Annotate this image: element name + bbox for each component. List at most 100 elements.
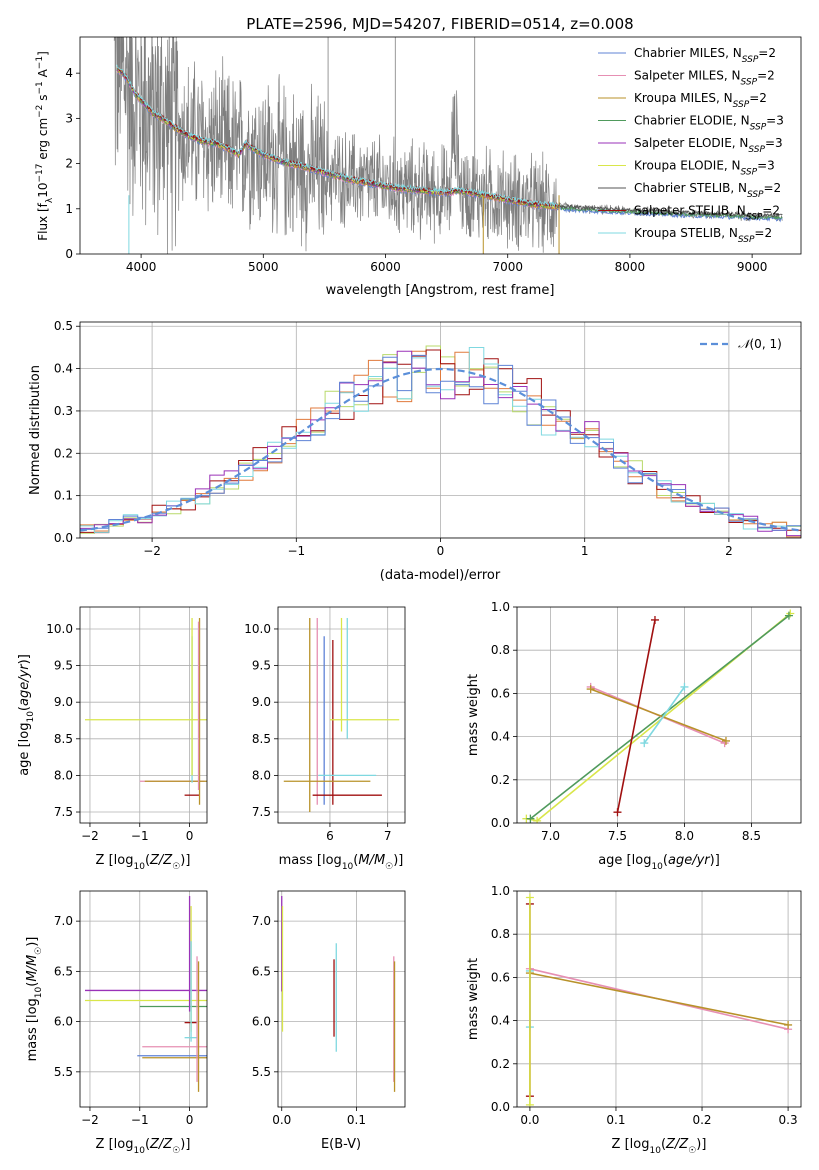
y-tick-label: 0.0 (491, 1100, 510, 1114)
y-tick-label: 9.0 (252, 695, 271, 709)
normal-curve (80, 367, 801, 532)
x-tick-label: 6000 (370, 260, 401, 274)
y-tick-label: 1 (65, 202, 73, 216)
weight-line (590, 688, 727, 742)
y-tick-label: 6.0 (252, 1015, 271, 1029)
legend-entry: 𝒩(0, 1) (738, 337, 782, 351)
x-tick-label: 4000 (126, 260, 157, 274)
mass-vs-ebv-frame (277, 890, 406, 1108)
age-vs-Z-axes: −2 −1 0 7.5 8.0 8.5 9.0 9.5 10.0 Z [log10(Z/Z☉)] a… (17, 606, 208, 872)
figure-title: PLATE=2596, MJD=54207, FIBERID=0514, z=0… (246, 15, 633, 33)
x-tick-label: 5000 (248, 260, 279, 274)
x-tick-label: −2 (81, 1113, 99, 1127)
y-tick-label: 0.0 (491, 816, 510, 830)
y-tick-label: 10.0 (244, 622, 271, 636)
legend-entry: Salpeter ELODIE, NSSP=3 (634, 136, 783, 155)
residuals-axes: −2 −1 0 1 2 0.0 0.1 0.2 0.3 0.4 0.5 𝒩(0, 1) (data-mo… (28, 319, 802, 583)
x-tick-label: 9000 (737, 260, 768, 274)
legend-entry: Kroupa ELODIE, NSSP=3 (634, 159, 775, 178)
x-tick-label: 0 (186, 1113, 194, 1127)
y-tick-label: 9.0 (54, 695, 73, 709)
y-tick-label: 0.4 (491, 730, 510, 744)
histogram-step (80, 349, 801, 534)
mass-vs-Z-plot (80, 891, 207, 1107)
x-tick-label: 0.1 (347, 1113, 366, 1127)
mass-vs-Z-axes: −2 −1 0 5.5 6.0 6.5 7.0 Z [log10(Z/Z☉)] mass [lo… (25, 890, 208, 1156)
x-tick-label: 6 (326, 829, 334, 843)
x-tick-label: 7.5 (608, 829, 627, 843)
y-tick-label: 8.0 (54, 768, 73, 782)
mass-vs-ebv-axes: 0.0 0.1 5.5 6.0 6.5 7.0 E(B-V) (252, 890, 406, 1152)
x-tick-label: 8000 (615, 260, 646, 274)
y-tick-label: 10.0 (46, 622, 73, 636)
y-tick-label: 1.0 (491, 884, 510, 898)
y-axis-label: Normed distribution (28, 365, 43, 495)
mass-weight-vs-Z-frame (516, 890, 802, 1108)
y-axis-label: Flux [fλ10−17 erg cm−2 s−1 A−1] (35, 51, 55, 241)
y-axis-label: age [log10(age/yr)] (17, 654, 36, 776)
x-axis-label: E(B-V) (321, 1137, 361, 1152)
y-tick-label: 9.5 (54, 659, 73, 673)
weight-marker (650, 615, 659, 624)
x-tick-label: 0.1 (606, 1113, 625, 1127)
weight-marker (680, 682, 689, 691)
y-tick-label: 8.0 (252, 768, 271, 782)
y-tick-label: 6.5 (252, 964, 271, 978)
weight-marker (526, 814, 535, 823)
y-tick-label: 0.6 (491, 686, 510, 700)
x-axis-label: Z [log10(Z/Z☉)] (96, 853, 191, 872)
weight-line (529, 614, 790, 820)
mass-weight-vs-Z-plot (517, 891, 801, 1107)
x-tick-label: 0.0 (520, 1113, 539, 1127)
x-tick-label: 0 (186, 829, 194, 843)
x-axis-label: mass [log10(M/M☉)] (279, 853, 404, 872)
x-axis-label: wavelength [Angstrom, rest frame] (326, 283, 555, 298)
x-tick-label: −1 (131, 1113, 149, 1127)
y-tick-label: 7.5 (252, 805, 271, 819)
x-tick-label: 1 (581, 544, 589, 558)
mass-weight-vs-age-frame (516, 606, 802, 824)
x-tick-label: −2 (81, 829, 99, 843)
x-tick-label: 0.0 (272, 1113, 291, 1127)
y-tick-label: 0.4 (491, 1014, 510, 1028)
y-tick-label: 0.2 (54, 446, 73, 460)
model-curve (116, 64, 559, 208)
mass-weight-vs-age-plot (517, 607, 801, 823)
y-tick-label: 6.5 (54, 964, 73, 978)
y-tick-label: 0.1 (54, 489, 73, 503)
y-tick-label: 0.4 (54, 362, 73, 376)
y-tick-label: 0 (65, 247, 73, 261)
legend-entry: Chabrier ELODIE, NSSP=3 (634, 114, 784, 133)
spectrum-axes: 4000 5000 6000 7000 8000 9000 0 1 2 3 4 wavelength … (35, 36, 802, 298)
y-tick-label: 0.6 (491, 970, 510, 984)
legend-entry: Chabrier MILES, NSSP=2 (634, 46, 776, 65)
y-tick-label: 0.0 (54, 531, 73, 545)
weight-marker (525, 893, 534, 902)
chart-layer: 4000 5000 6000 7000 8000 900001234wavelength … (17, 36, 802, 1156)
weight-marker (721, 736, 730, 745)
x-tick-label: −1 (131, 829, 149, 843)
weight-line (529, 972, 789, 1026)
x-tick-label: 0 (437, 544, 445, 558)
age-vs-Z-plot (80, 607, 207, 823)
spectrum-frame (79, 36, 802, 255)
y-tick-label: 8.5 (252, 732, 271, 746)
y-tick-label: 0.8 (491, 927, 510, 941)
y-tick-label: 6.0 (54, 1015, 73, 1029)
mass-vs-ebv-plot (278, 891, 405, 1107)
y-tick-label: 7.0 (252, 914, 271, 928)
y-axis-label: mass weight (466, 674, 481, 756)
weight-marker (784, 1020, 793, 1029)
histogram-step (80, 350, 801, 538)
x-axis-label: Z [log10(Z/Z☉)] (96, 1137, 191, 1156)
mass-weight-vs-Z-axes: 0.0 0.1 0.2 0.3 0.0 0.2 0.4 0.6 0.8 1.0 mass weigh… (466, 884, 802, 1156)
age-vs-mass-axes: 6 7 7.5 8.0 8.5 9.0 9.5 10.0 mass [log10(M/M☉)] (244, 606, 406, 872)
x-axis-label: Z [log10(Z/Z☉)] (612, 1137, 707, 1156)
y-tick-label: 0.3 (54, 404, 73, 418)
weight-marker (525, 1100, 534, 1107)
x-tick-label: 7000 (492, 260, 523, 274)
y-tick-label: 5.5 (252, 1065, 271, 1079)
x-tick-label: −2 (143, 544, 161, 558)
x-tick-label: −1 (287, 544, 305, 558)
